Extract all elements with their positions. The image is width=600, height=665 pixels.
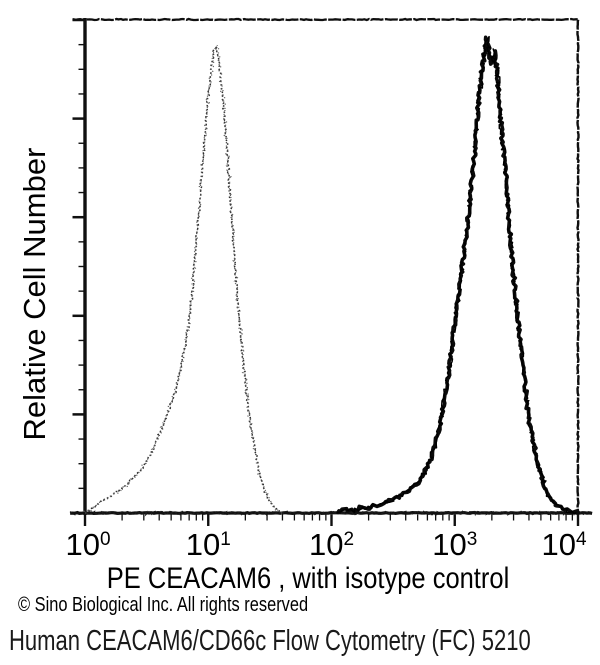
histogram-plot: 100 101 102 103 104 — [0, 0, 600, 560]
x-tick-label: 101 — [186, 527, 231, 560]
x-axis-label: PE CEACAM6 , with isotype control — [106, 562, 510, 595]
isotype-control-curve-stipple — [84, 44, 283, 514]
x-axis-noise — [69, 509, 591, 517]
x-tick-label: 104 — [541, 527, 586, 560]
pe-ceacam6-curve-noise — [336, 35, 577, 515]
y-axis-label: Relative Cell Number — [17, 147, 52, 441]
isotype-control-curve-stipple — [83, 44, 283, 515]
figure-caption: Human CEACAM6/CD66c Flow Cytometry (FC) … — [9, 625, 531, 657]
plot-background — [0, 0, 600, 560]
x-tick-label: 103 — [432, 527, 477, 560]
x-tick-label: 100 — [65, 527, 110, 560]
isotype-control-curve — [84, 45, 283, 514]
plot-frame-right — [576, 19, 580, 514]
x-axis-line — [69, 510, 593, 516]
copyright-text: © Sino Biological Inc. All rights reserv… — [18, 594, 309, 616]
x-tick-label: 102 — [309, 527, 354, 560]
plot-frame-top — [72, 17, 578, 22]
